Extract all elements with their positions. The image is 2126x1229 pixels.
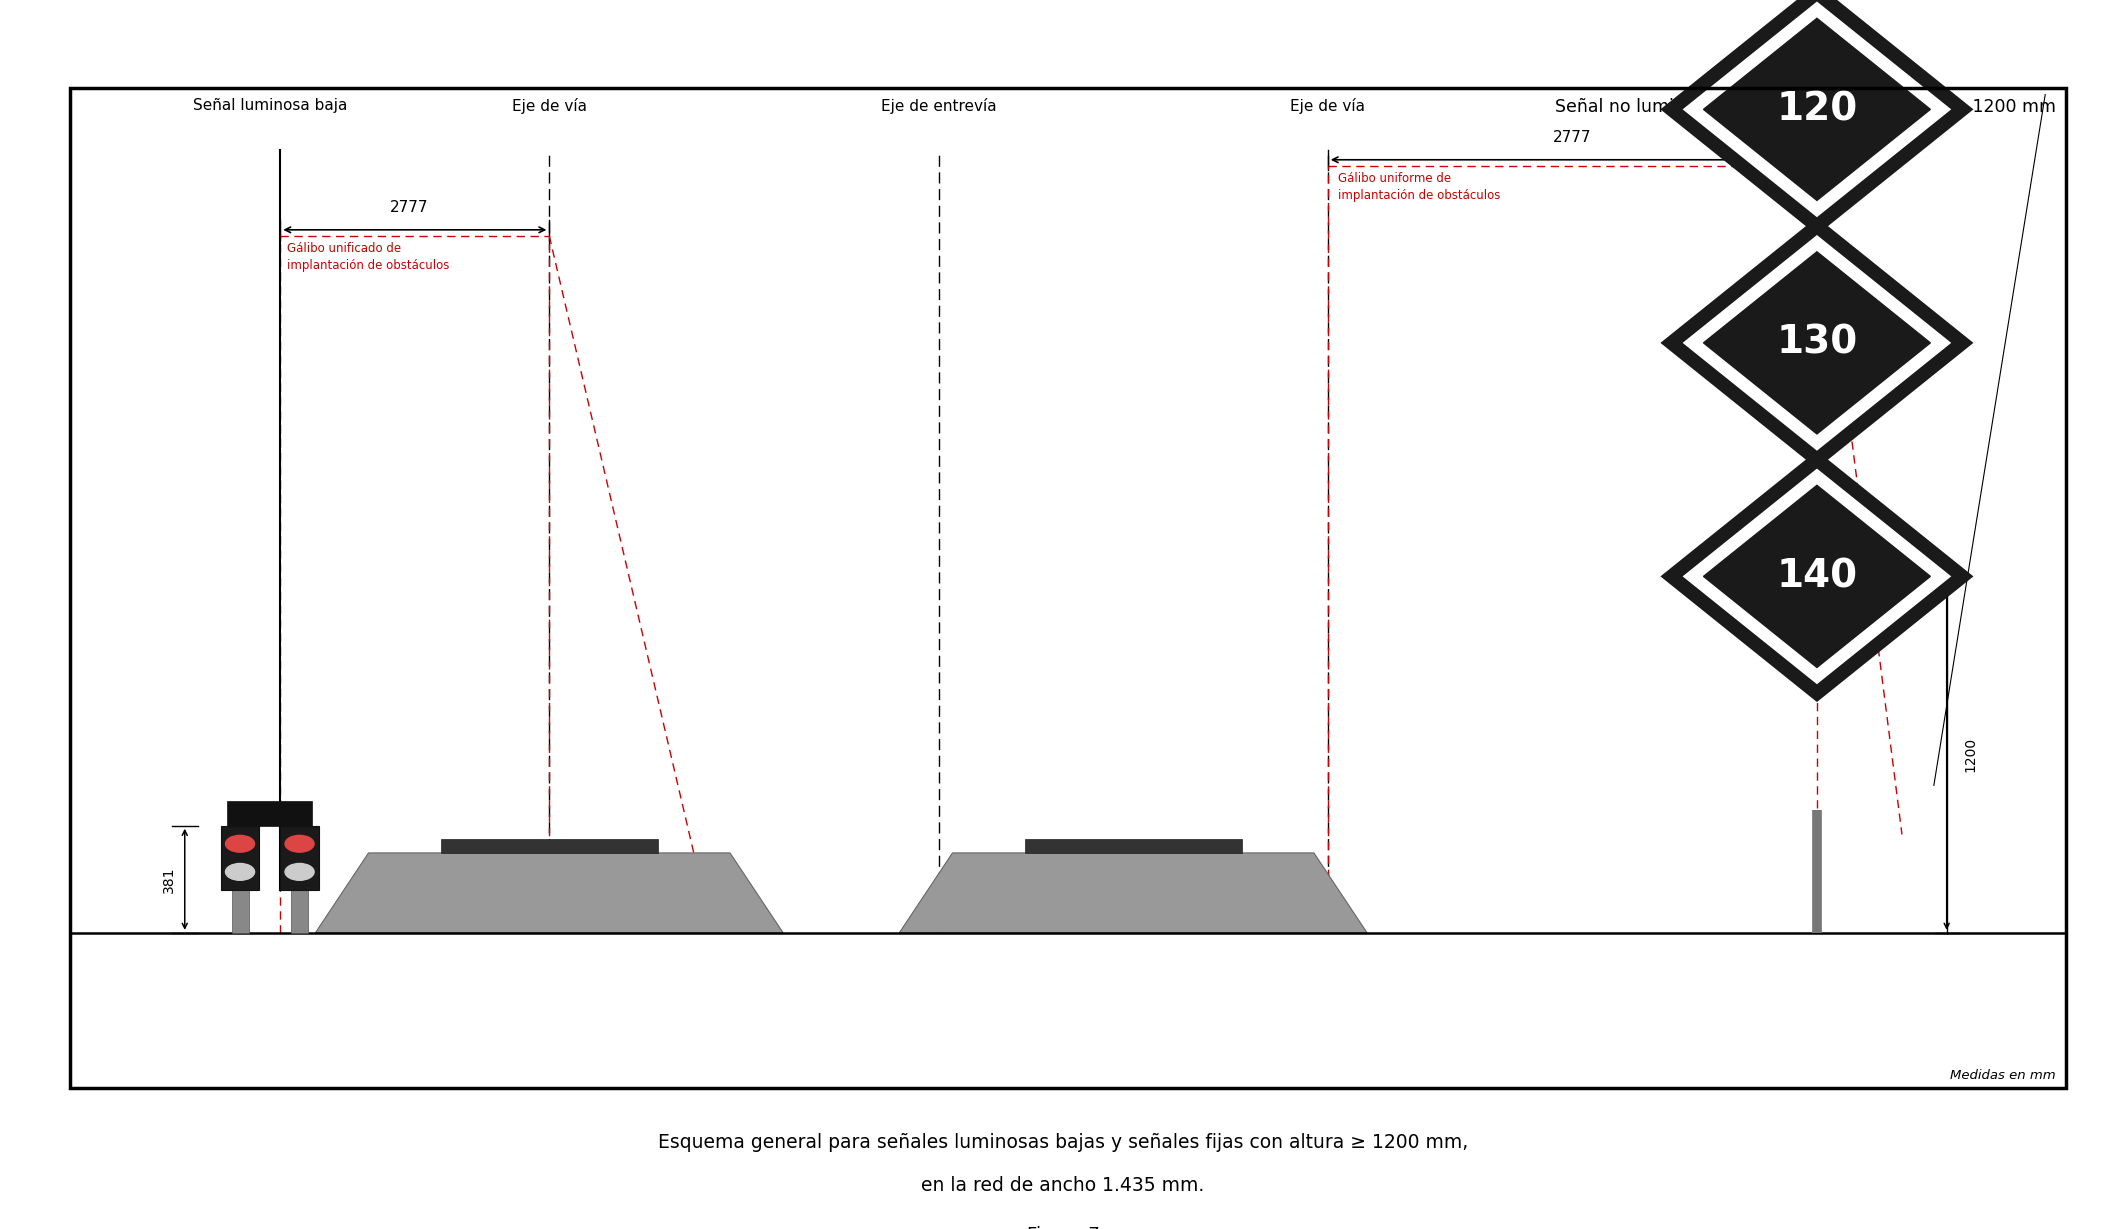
Bar (281, 826, 319, 890)
Text: Eje de entrevía: Eje de entrevía (880, 98, 997, 114)
Text: en la red de ancho 1.435 mm.: en la red de ancho 1.435 mm. (921, 1176, 1205, 1196)
Text: Señal luminosa baja: Señal luminosa baja (193, 98, 347, 113)
Text: Eje de vía: Eje de vía (1290, 98, 1365, 114)
Circle shape (285, 836, 315, 852)
Polygon shape (1703, 485, 1930, 667)
Bar (440, 838, 657, 853)
Bar (221, 826, 259, 890)
Text: 140: 140 (1777, 558, 1858, 595)
Text: Señal no luminosa con altura igual o superior a 1200 mm: Señal no luminosa con altura igual o sup… (1554, 98, 2056, 117)
Circle shape (285, 864, 315, 880)
Text: Figura 7: Figura 7 (1027, 1227, 1099, 1229)
Text: Gálibo unificado de
implantación de obstáculos: Gálibo unificado de implantación de obst… (287, 242, 449, 272)
Text: 2777: 2777 (1554, 130, 1592, 145)
Bar (1025, 838, 1242, 853)
Text: Esquema general para señales luminosas bajas y señales fijas con altura ≥ 1200 m: Esquema general para señales luminosas b… (657, 1133, 1469, 1153)
Bar (291, 890, 308, 933)
Text: 130: 130 (1777, 324, 1858, 361)
Text: 120: 120 (1777, 91, 1858, 128)
Text: 381: 381 (162, 866, 176, 892)
Bar (227, 801, 313, 826)
Polygon shape (899, 853, 1367, 933)
Text: Eje de vía: Eje de vía (512, 98, 587, 114)
Text: Gálibo uniforme de
implantación de obstáculos: Gálibo uniforme de implantación de obstá… (1339, 172, 1501, 202)
Text: 1200: 1200 (1964, 737, 1977, 772)
Polygon shape (1703, 252, 1930, 434)
Polygon shape (1703, 18, 1930, 200)
Circle shape (225, 864, 255, 880)
Bar (232, 890, 249, 933)
Polygon shape (1671, 460, 1962, 693)
Circle shape (225, 836, 255, 852)
Polygon shape (1671, 226, 1962, 460)
Polygon shape (1671, 0, 1962, 226)
Text: Medidas en mm: Medidas en mm (1950, 1068, 2056, 1082)
Polygon shape (315, 853, 782, 933)
Text: 2777: 2777 (391, 200, 429, 215)
